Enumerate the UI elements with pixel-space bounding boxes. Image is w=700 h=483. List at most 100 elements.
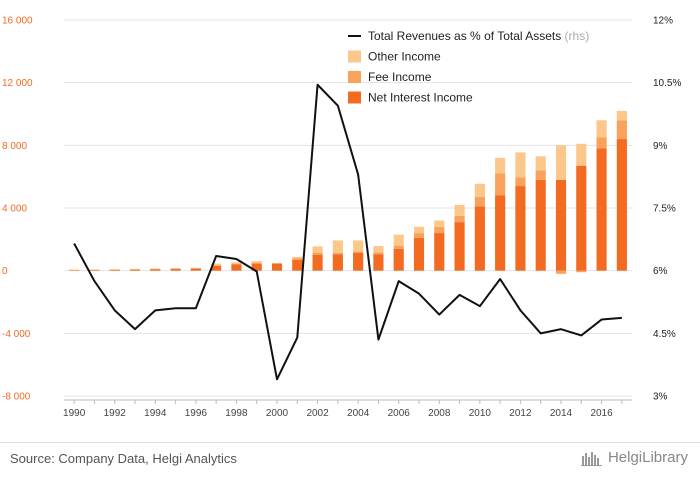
bar (150, 269, 161, 271)
bar (251, 263, 262, 271)
bar (312, 246, 323, 253)
bar (495, 195, 506, 271)
bar (231, 262, 242, 264)
bar (211, 265, 222, 266)
bar (576, 143, 587, 166)
x-tick-label: 1996 (185, 408, 208, 419)
right-tick-label: 3% (653, 392, 668, 403)
bar (495, 157, 506, 174)
left-tick-label: 16 000 (2, 16, 33, 27)
bar (454, 222, 465, 271)
bar (434, 220, 445, 227)
bar (89, 269, 100, 271)
brand[interactable]: HelgiLibrary (580, 449, 688, 466)
left-tick-label: 12 000 (2, 78, 33, 89)
bar (109, 269, 120, 271)
legend: Total Revenues as % of Total Assets (rhs… (348, 29, 589, 105)
left-tick-label: -8 000 (2, 392, 31, 403)
bar (292, 258, 303, 260)
x-tick-label: 2004 (347, 408, 370, 419)
bar (109, 269, 120, 270)
bar (89, 269, 100, 271)
x-tick-label: 1990 (63, 408, 86, 419)
bar (616, 110, 627, 121)
x-tick-label: 2014 (550, 408, 573, 419)
bar (474, 183, 485, 198)
left-tick-label: 8 000 (2, 141, 27, 152)
x-tick-label: 2000 (266, 408, 289, 419)
bar (353, 240, 364, 252)
bar (454, 204, 465, 216)
legend-label: Fee Income (368, 70, 432, 84)
bar (332, 240, 343, 253)
bar (190, 268, 201, 271)
bar (596, 120, 607, 138)
bar (332, 254, 343, 271)
bar (373, 246, 384, 253)
brand-name: HelgiLibrary (607, 449, 688, 466)
bar (129, 268, 141, 270)
bar (271, 263, 283, 271)
bar (373, 254, 384, 271)
right-tick-label: 7.5% (653, 204, 676, 215)
x-axis: 1990 1992 1994 1996 1998 2000 2002 2004 2006 2008… (63, 399, 632, 419)
bar (373, 252, 384, 255)
library-logo-icon (580, 451, 602, 466)
bar (251, 261, 262, 263)
x-tick-label: 2008 (428, 408, 451, 419)
legend-box-swatch (348, 50, 361, 63)
bar (535, 179, 546, 271)
bar (190, 268, 201, 269)
x-tick-label: 2002 (306, 408, 329, 419)
bar (495, 173, 506, 196)
right-tick-label: 12% (653, 16, 673, 27)
bar (312, 255, 323, 271)
bars (69, 110, 627, 274)
legend-label: Other Income (368, 50, 441, 64)
bar (576, 270, 587, 273)
legend-box-swatch (348, 71, 361, 83)
legend-box-swatch (348, 91, 361, 104)
bar (150, 268, 161, 270)
bar (474, 206, 485, 271)
bar (231, 264, 242, 271)
bar (170, 268, 181, 271)
bar (555, 145, 567, 180)
bar (251, 262, 262, 264)
bar (271, 263, 283, 264)
bar (129, 269, 141, 271)
bar (190, 267, 201, 269)
bar (353, 251, 364, 253)
legend-label: Total Revenues as % of Total Assets (rhs… (368, 29, 589, 43)
left-tick-label: 0 (2, 266, 8, 277)
revenue-ratio-line (73, 83, 622, 381)
bar (596, 148, 607, 271)
bar (434, 226, 445, 234)
bar (413, 233, 425, 238)
left-tick-label: -4 000 (2, 329, 31, 340)
left-tick-label: 4 000 (2, 204, 27, 215)
bar (515, 186, 526, 271)
x-tick-label: 2012 (509, 408, 532, 419)
x-tick-label: 1992 (104, 408, 127, 419)
bar (231, 263, 242, 265)
bar (211, 263, 222, 266)
bar (515, 152, 526, 178)
bar (69, 269, 80, 271)
x-tick-label: 1998 (225, 408, 248, 419)
bar (535, 156, 546, 171)
right-tick-label: 10.5% (653, 78, 681, 89)
bar (576, 165, 587, 271)
bar (616, 120, 627, 140)
bar (596, 137, 607, 149)
bar (393, 245, 404, 249)
bar (332, 252, 343, 255)
bar (312, 252, 323, 255)
x-tick-label: 2010 (469, 408, 492, 419)
bar (474, 197, 485, 207)
right-tick-label: 6% (653, 266, 668, 277)
bar (393, 234, 404, 246)
bar (454, 215, 465, 223)
bar (535, 170, 546, 180)
bar (353, 252, 364, 271)
